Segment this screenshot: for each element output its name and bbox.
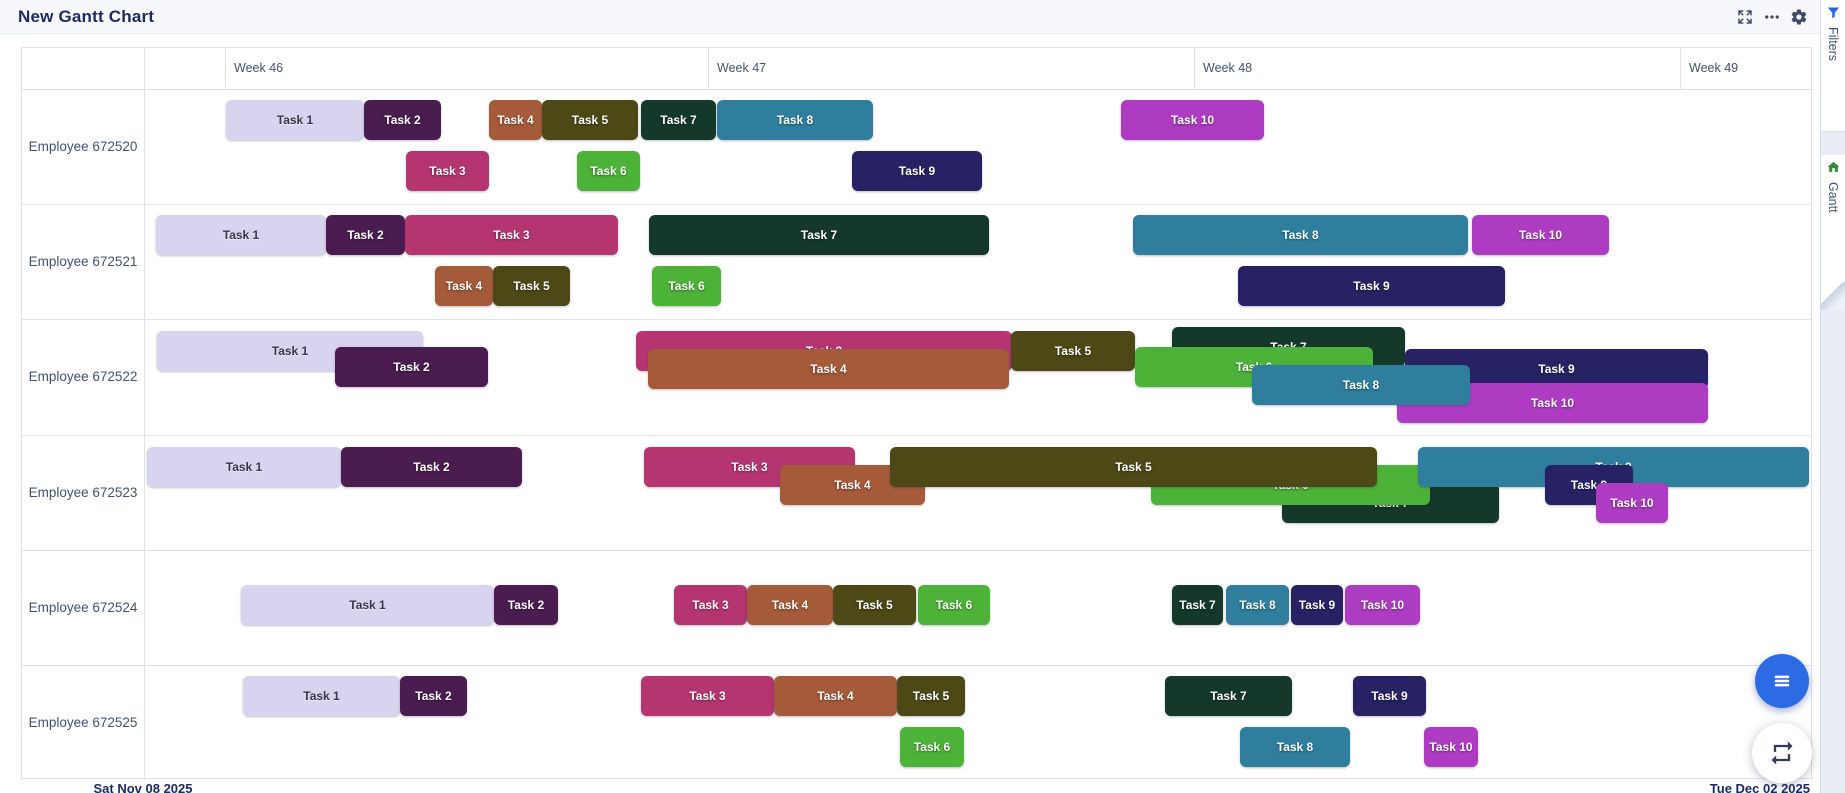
row-label: Employee 672525: [28, 714, 138, 730]
task-bar[interactable]: Task 5: [1011, 331, 1135, 371]
task-bar[interactable]: Task 4: [489, 100, 542, 140]
week-divider: [1680, 48, 1681, 89]
task-bar[interactable]: Task 4: [435, 266, 493, 306]
row-label: Employee 672524: [28, 599, 138, 615]
task-bar[interactable]: Task 5: [493, 266, 570, 306]
task-bar[interactable]: Task 8: [1226, 585, 1289, 625]
timeline-end-date: Tue Dec 02 2025: [1709, 781, 1810, 793]
task-bar[interactable]: Task 4: [648, 349, 1009, 389]
task-bar[interactable]: Task 10: [1121, 100, 1264, 140]
task-bar[interactable]: Task 8: [1252, 365, 1470, 405]
menu-fab-button[interactable]: [1755, 654, 1809, 708]
toolbar-icons: [1736, 0, 1808, 33]
swap-fab-button[interactable]: [1752, 723, 1812, 783]
grid-line: [22, 319, 1811, 320]
filters-tab-label: Filters: [1826, 27, 1840, 62]
task-bar[interactable]: Task 3: [641, 676, 774, 716]
week-divider: [1194, 48, 1195, 89]
task-bar[interactable]: Task 1: [156, 215, 326, 255]
label-column-divider: [144, 48, 145, 780]
task-bar[interactable]: Task 1: [243, 676, 400, 716]
task-bar[interactable]: Task 8: [1133, 215, 1468, 255]
week-header-cell: Week 49: [1689, 61, 1739, 75]
task-bar[interactable]: Task 7: [1165, 676, 1292, 716]
task-bar[interactable]: Task 5: [542, 100, 638, 140]
week-header-cell: Week 48: [1203, 61, 1253, 75]
task-bar[interactable]: Task 6: [652, 266, 721, 306]
week-divider: [225, 48, 226, 89]
task-bar[interactable]: Task 2: [364, 100, 441, 140]
task-bar[interactable]: Task 9: [852, 151, 982, 191]
task-bar[interactable]: Task 6: [577, 151, 640, 191]
task-bar[interactable]: Task 10: [1345, 585, 1420, 625]
task-bar[interactable]: Task 4: [774, 676, 897, 716]
home-icon: [1826, 160, 1841, 175]
task-bar[interactable]: Task 3: [674, 585, 747, 625]
task-bar[interactable]: Task 10: [1596, 483, 1668, 523]
task-bar[interactable]: Task 5: [833, 585, 916, 625]
task-bar[interactable]: Task 7: [649, 215, 989, 255]
task-bar[interactable]: Task 3: [406, 151, 489, 191]
task-bar[interactable]: Task 8: [1240, 727, 1350, 767]
tab-filters[interactable]: Filters: [1821, 0, 1845, 132]
row-label: Employee 672520: [28, 139, 138, 155]
settings-gear-icon[interactable]: [1790, 8, 1808, 26]
fullscreen-icon[interactable]: [1736, 8, 1754, 26]
task-bar[interactable]: Task 10: [1472, 215, 1609, 255]
grid-line: [22, 550, 1811, 551]
task-bar[interactable]: Task 3: [405, 215, 618, 255]
tab-folded-corner: [1821, 282, 1845, 310]
task-bar[interactable]: Task 9: [1353, 676, 1426, 716]
task-bar[interactable]: Task 7: [1172, 585, 1223, 625]
task-bar[interactable]: Task 1: [226, 100, 364, 140]
row-label: Employee 672523: [28, 484, 138, 500]
grid-line: [22, 89, 1811, 90]
task-bar[interactable]: Task 2: [400, 676, 467, 716]
task-bar[interactable]: Task 6: [918, 585, 990, 625]
task-bar[interactable]: Task 5: [890, 447, 1377, 487]
week-divider: [708, 48, 709, 89]
task-bar[interactable]: Task 4: [747, 585, 833, 625]
task-bar[interactable]: Task 2: [341, 447, 522, 487]
task-bar[interactable]: Task 10: [1424, 727, 1478, 767]
grid-line: [22, 435, 1811, 436]
grid-line: [22, 204, 1811, 205]
gantt-tab-label: Gantt: [1826, 182, 1840, 213]
task-bar[interactable]: Task 5: [897, 676, 965, 716]
task-bar[interactable]: Task 1: [147, 447, 341, 487]
week-header-cell: Week 47: [717, 61, 767, 75]
timeline-start-date: Sat Nov 08 2025: [93, 781, 193, 793]
task-bar[interactable]: Task 8: [717, 100, 873, 140]
tab-gantt[interactable]: Gantt: [1821, 155, 1845, 282]
hamburger-icon: [1769, 668, 1795, 694]
task-bar[interactable]: Task 2: [326, 215, 405, 255]
more-options-icon[interactable]: [1763, 8, 1781, 26]
week-header-cell: Week 46: [234, 61, 284, 75]
row-label: Employee 672522: [28, 369, 138, 385]
task-bar[interactable]: Task 6: [900, 727, 964, 767]
task-bar[interactable]: Task 9: [1238, 266, 1505, 306]
row-label: Employee 672521: [28, 254, 138, 270]
task-bar[interactable]: Task 1: [241, 585, 494, 625]
task-bar[interactable]: Task 7: [641, 100, 716, 140]
task-bar[interactable]: Task 9: [1291, 585, 1343, 625]
side-tab-strip: Filters Gantt: [1820, 0, 1845, 793]
title-bar: New Gantt Chart: [0, 0, 1845, 34]
task-bar[interactable]: Task 2: [494, 585, 558, 625]
repeat-icon: [1768, 739, 1796, 767]
task-bar[interactable]: Task 2: [335, 347, 488, 387]
filter-icon: [1826, 5, 1841, 20]
gantt-chart-panel: Week 46 Week 47 Week 48 Week 49 Employee 672…: [21, 47, 1812, 780]
grid-line: [22, 665, 1811, 666]
page-title: New Gantt Chart: [18, 6, 155, 26]
